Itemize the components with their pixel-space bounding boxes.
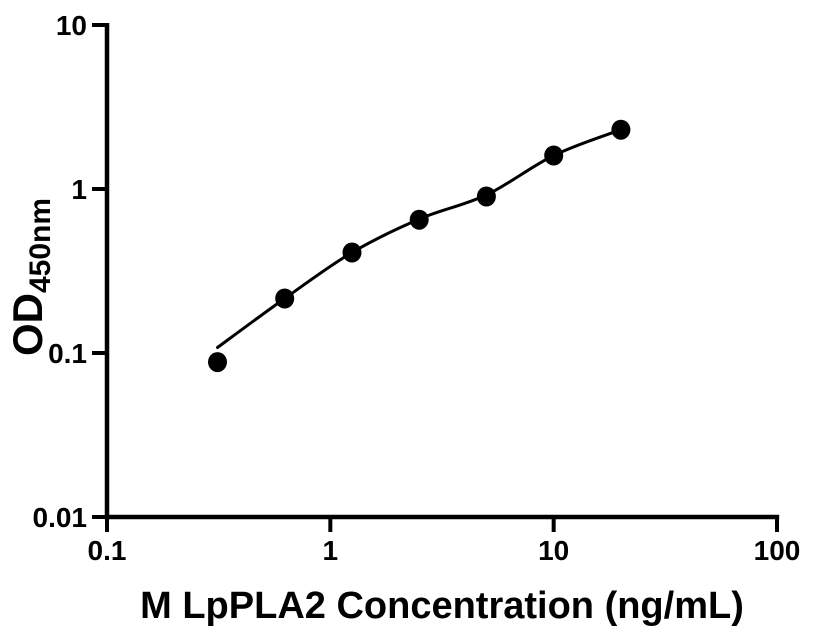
x-tick-label: 10 [538, 535, 569, 566]
y-tick-label: 1 [71, 174, 87, 205]
y-tick-label: 0.1 [48, 338, 87, 369]
y-tick-label: 0.01 [33, 502, 88, 533]
data-point-marker [342, 242, 362, 263]
data-points [208, 119, 631, 373]
x-tick-label: 100 [754, 535, 801, 566]
data-point-marker [409, 209, 429, 230]
data-point-marker [476, 186, 496, 207]
data-point-marker [208, 352, 227, 373]
y-tick-label: 10 [56, 10, 87, 41]
x-tick-label: 0.1 [88, 535, 127, 566]
y-axis-title-subscript: 450nm [24, 198, 57, 293]
data-point-marker [611, 119, 631, 140]
data-point-marker [275, 288, 295, 309]
y-axis-title-main: OD [4, 293, 51, 356]
y-axis-title: OD450nm [4, 198, 57, 356]
x-tick-label: 1 [323, 535, 339, 566]
axis-ticks [92, 23, 779, 532]
axes [104, 23, 780, 520]
x-axis-title: M LpPLA2 Concentration (ng/mL) [140, 585, 744, 627]
data-point-marker [544, 145, 564, 166]
